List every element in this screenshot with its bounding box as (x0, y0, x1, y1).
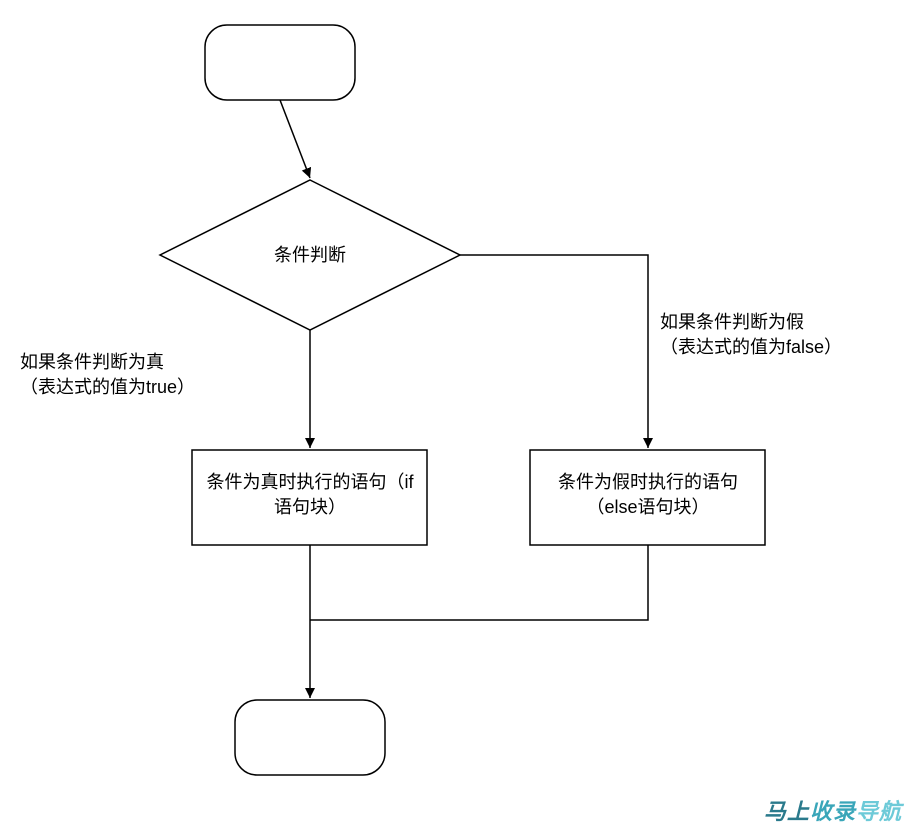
false-side-label: 如果条件判断为假 （表达式的值为false） (660, 310, 900, 360)
true-block-label: 条件为真时执行的语句（if语句块） (200, 470, 420, 520)
watermark: 马上收录导航 (764, 794, 902, 826)
false-block-label: 条件为假时执行的语句（else语句块） (538, 470, 758, 520)
start-node (205, 25, 355, 100)
flowchart-svg (0, 0, 912, 834)
edge-decision-false (460, 255, 648, 448)
decision-label: 条件判断 (240, 243, 380, 268)
edge-false-merge (310, 545, 648, 620)
end-node (235, 700, 385, 775)
true-side-label: 如果条件判断为真 （表达式的值为true） (20, 350, 250, 400)
edge-start-decision (280, 100, 310, 178)
